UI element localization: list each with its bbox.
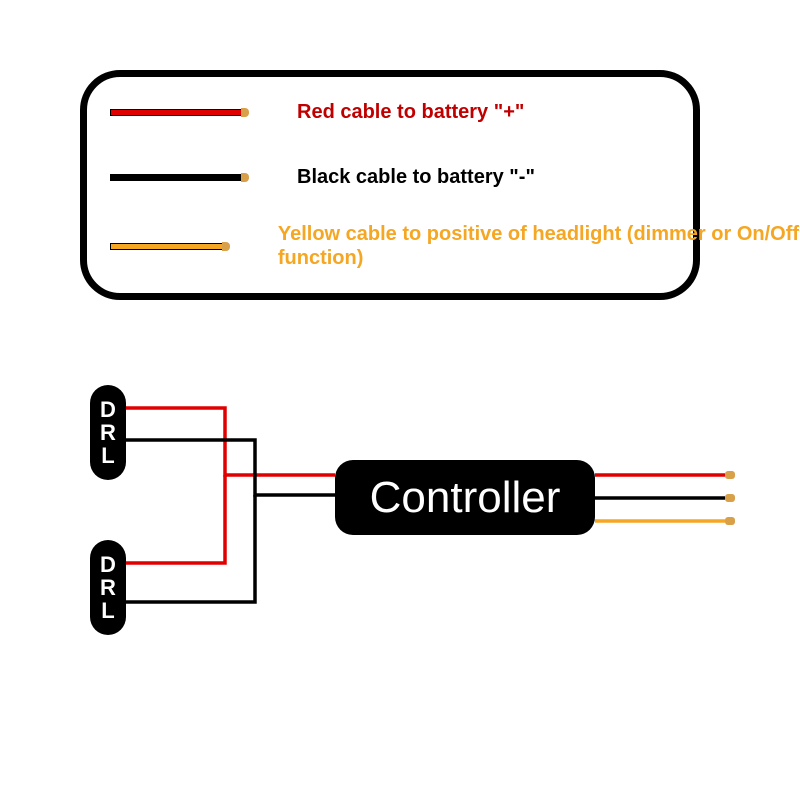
cable-sample-black: [110, 174, 242, 181]
drl-letter: R: [90, 576, 126, 599]
cable-tip-icon: [241, 108, 249, 117]
drl-letter: D: [90, 398, 126, 421]
legend-row-yellow: Yellow cable to positive of headlight (d…: [110, 222, 800, 270]
drl-block-2: DRL: [90, 540, 126, 635]
drl-letter: L: [90, 444, 126, 467]
legend-text-black: Black cable to battery "-": [297, 165, 535, 189]
legend-row-black: Black cable to battery "-": [110, 165, 535, 189]
legend-row-red: Red cable to battery "+": [110, 100, 524, 124]
controller-block: Controller: [335, 460, 595, 535]
wire-drl2-red: [126, 475, 225, 563]
cable-tip-icon: [241, 173, 249, 182]
wire-drl1-black: [126, 440, 335, 495]
cable-sample-red: [110, 109, 242, 116]
wire-drl1-red: [126, 408, 335, 475]
wire-tip-yellow: [725, 517, 735, 525]
cable-tip-icon: [222, 242, 230, 251]
drl-block-1: DRL: [90, 385, 126, 480]
legend-text-yellow: Yellow cable to positive of headlight (d…: [278, 222, 800, 270]
drl-letter: D: [90, 553, 126, 576]
wire-tip-red: [725, 471, 735, 479]
wire-tip-black: [725, 494, 735, 502]
drl-letter: L: [90, 599, 126, 622]
cable-sample-yellow: [110, 243, 223, 250]
legend-text-red: Red cable to battery "+": [297, 100, 524, 124]
controller-label: Controller: [370, 473, 561, 523]
wire-drl2-black: [126, 495, 255, 602]
drl-letter: R: [90, 421, 126, 444]
